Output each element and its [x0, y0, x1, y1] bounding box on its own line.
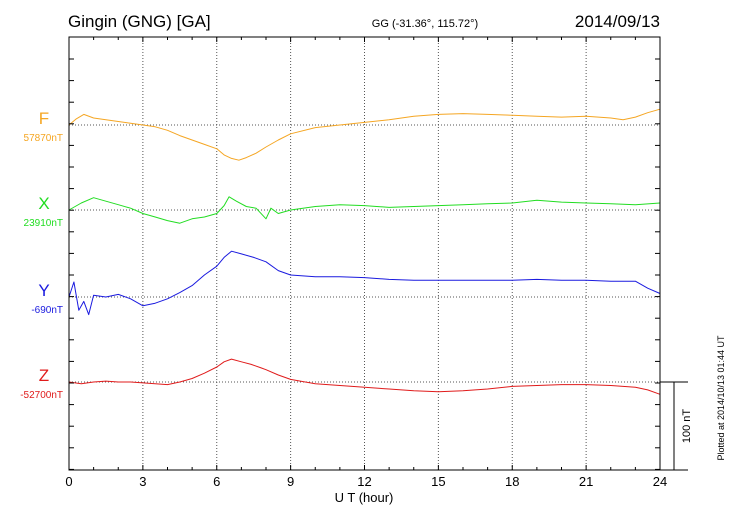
- series-name-F: F: [39, 109, 49, 128]
- x-axis: 0 3 6 9 12 15 18 21 24: [65, 37, 667, 489]
- baseline-label-Z: -52700nT: [20, 390, 63, 401]
- x-tick-label: 18: [505, 474, 519, 489]
- baseline-label-F: 57870nT: [24, 133, 63, 144]
- x-tick-label: 3: [139, 474, 146, 489]
- x-tick-label: 12: [357, 474, 371, 489]
- series-name-Z: Z: [39, 366, 49, 385]
- x-tick-label: 21: [579, 474, 593, 489]
- x-tick-label: 24: [653, 474, 667, 489]
- series-line-F: [68, 108, 661, 161]
- station-title: Gingin (GNG) [GA]: [68, 12, 211, 31]
- series-line-X: [68, 196, 661, 224]
- component-labels: F 57870nT X 23910nT Y -690nT Z -52700nT: [20, 109, 63, 401]
- scale-bar-label: 100 nT: [681, 409, 693, 444]
- scale-bar: 100 nT: [660, 381, 693, 471]
- series-line-Z: [68, 358, 661, 395]
- date-label: 2014/09/13: [575, 12, 660, 31]
- baseline-label-Y: -690nT: [31, 305, 63, 316]
- series-layer: [68, 108, 661, 395]
- x-tick-label: 9: [287, 474, 294, 489]
- x-tick-label: 6: [213, 474, 220, 489]
- x-tick-label: 0: [65, 474, 72, 489]
- series-line-Y: [68, 250, 661, 316]
- plotted-timestamp: Plotted at 2014/10/13 01:44 UT: [716, 335, 726, 461]
- grid-lines: [69, 37, 660, 470]
- series-name-X: X: [38, 194, 49, 213]
- x-axis-label: U T (hour): [335, 490, 394, 505]
- series-name-Y: Y: [38, 281, 49, 300]
- baseline-label-X: 23910nT: [24, 218, 63, 229]
- x-tick-label: 15: [431, 474, 445, 489]
- station-coords: GG (-31.36°, 115.72°): [372, 18, 478, 30]
